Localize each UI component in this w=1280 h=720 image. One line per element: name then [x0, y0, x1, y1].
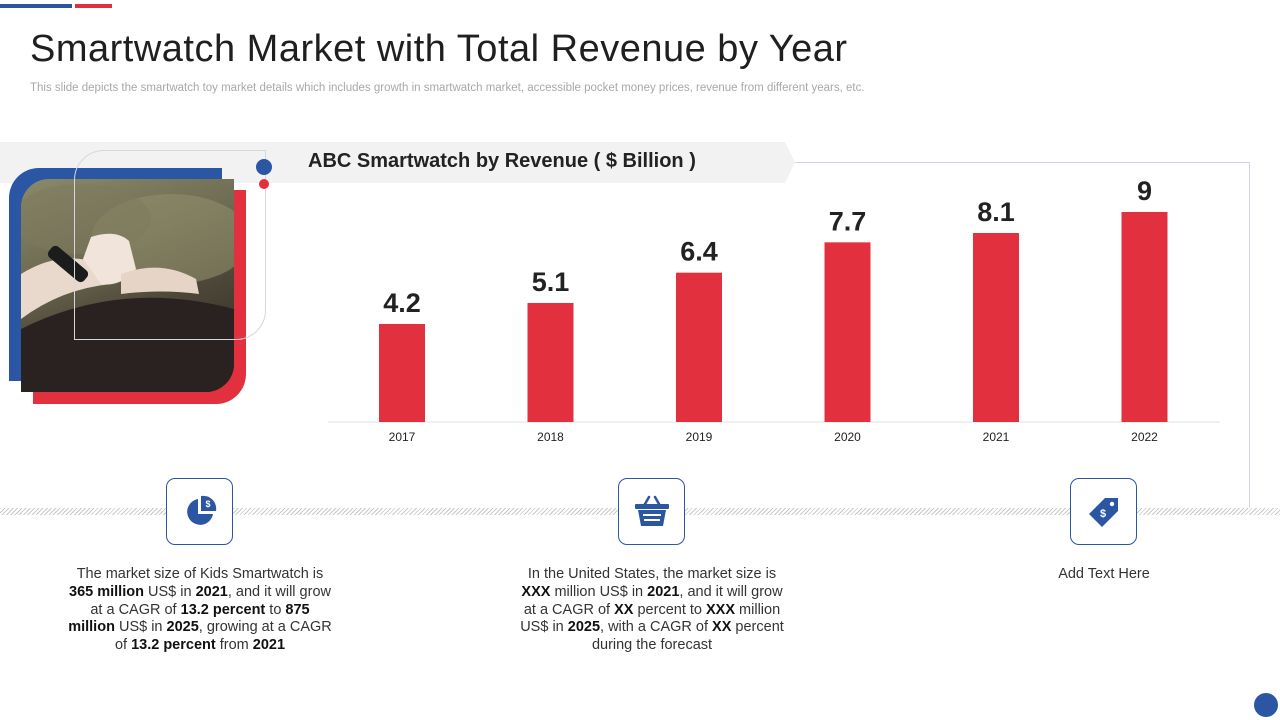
decor-dot-blue — [256, 159, 272, 175]
bar-value-label-2022: 9 — [1137, 176, 1152, 206]
info-icon-box-2 — [618, 478, 685, 545]
info-text-placeholder: Add Text Here — [1004, 566, 1204, 584]
x-tick-label-2021: 2021 — [983, 430, 1010, 444]
info-text-kids-market: The market size of Kids Smartwatch is 365… — [60, 566, 340, 655]
chart-frame — [791, 162, 1250, 513]
top-accent-blue — [0, 4, 72, 8]
bar-2022 — [1121, 212, 1168, 422]
top-accent-red — [75, 4, 112, 8]
svg-text:$: $ — [205, 499, 210, 509]
info-text-segment: to — [265, 601, 286, 618]
info-line: of 13.2 percent from 2021 — [60, 637, 340, 655]
pie-chart-dollar-icon: $ — [186, 495, 216, 525]
info-line: at a CAGR of 13.2 percent to 875 — [60, 602, 340, 620]
page-subtitle: This slide depicts the smartwatch toy ma… — [30, 82, 865, 94]
bar-value-label-2019: 6.4 — [680, 237, 718, 267]
info-text-segment: 13.2 percent — [180, 601, 266, 618]
decor-dot-red — [259, 179, 269, 189]
info-text-segment: US$ in — [520, 619, 568, 636]
image-outline-frame — [74, 150, 266, 340]
info-text-segment: XX — [614, 601, 634, 618]
info-text-segment: of — [114, 637, 132, 654]
info-text-segment: , growing at a CAGR — [198, 619, 332, 636]
info-text-segment: 365 million — [69, 583, 144, 600]
info-line: 365 million US$ in 2021, and it will gro… — [60, 584, 340, 602]
info-text-segment: Add Text Here — [1058, 566, 1150, 582]
info-text-segment: at a CAGR of — [90, 601, 181, 618]
x-tick-label-2020: 2020 — [834, 430, 861, 444]
info-icon-box-1: $ — [166, 478, 233, 545]
bar-value-label-2020: 7.7 — [829, 206, 867, 236]
info-line: US$ in 2025, with a CAGR of XX percent — [510, 619, 794, 637]
bar-2020 — [824, 242, 871, 422]
info-text-segment: 2025 — [567, 619, 601, 636]
info-text-segment: XXX — [706, 601, 736, 618]
bar-2018 — [527, 303, 574, 422]
info-text-segment: , with a CAGR of — [600, 619, 713, 636]
corner-dot — [1254, 693, 1278, 717]
bar-value-label-2017: 4.2 — [383, 288, 421, 318]
info-text-segment: percent — [731, 619, 784, 636]
x-tick-label-2022: 2022 — [1131, 430, 1158, 444]
shopping-basket-icon — [634, 495, 669, 526]
x-tick-label-2019: 2019 — [686, 430, 713, 444]
bar-2021 — [973, 233, 1019, 422]
smartwatch-photo — [21, 179, 234, 392]
revenue-bar-chart: 4.2 2017 5.1 2018 6.4 2019 7.7 2020 8.1 2021 9 2022 — [328, 176, 1220, 444]
info-text-segment: 2025 — [166, 619, 199, 636]
info-text-segment: during the forecast — [591, 637, 713, 654]
bar-2019 — [676, 272, 722, 422]
info-text-segment: million — [68, 619, 115, 636]
info-text-segment: , and it will grow — [679, 583, 783, 600]
info-line: million US$ in 2025, growing at a CAGR — [60, 619, 340, 637]
bar-value-label-2021: 8.1 — [977, 197, 1015, 227]
bar-2017 — [379, 324, 425, 422]
info-text-segment: percent to — [633, 601, 706, 618]
info-text-segment: In the United States, the market size is — [527, 566, 777, 582]
info-text-segment: 2021 — [647, 583, 680, 600]
info-text-segment: 2021 — [252, 637, 286, 654]
info-text-segment: from — [215, 637, 253, 654]
info-text-segment: million — [735, 601, 781, 618]
info-text-segment: million US$ in — [550, 583, 648, 600]
svg-text:$: $ — [1099, 508, 1105, 520]
page-title: Smartwatch Market with Total Revenue by … — [30, 28, 848, 70]
chart-title: ABC Smartwatch by Revenue ( $ Billion ) — [308, 150, 696, 172]
info-icon-box-3: $ — [1070, 478, 1137, 545]
info-text-segment: 13.2 percent — [131, 637, 216, 654]
x-tick-label-2017: 2017 — [389, 430, 416, 444]
info-text-segment: XXX — [521, 583, 551, 600]
x-tick-label-2018: 2018 — [537, 430, 564, 444]
info-line: The market size of Kids Smartwatch is — [60, 566, 340, 584]
price-tag-dollar-icon: $ — [1088, 497, 1118, 527]
info-text-segment: , and it will grow — [227, 583, 331, 600]
info-text-segment: at a CAGR of — [523, 601, 615, 618]
info-line: at a CAGR of XX percent to XXX million — [510, 602, 794, 620]
info-line: during the forecast — [510, 637, 794, 655]
info-text-segment: 875 — [285, 601, 310, 618]
info-text-segment: 2021 — [195, 583, 228, 600]
info-line: In the United States, the market size is — [510, 566, 794, 584]
info-text-segment: The market size of Kids Smartwatch is — [76, 566, 324, 582]
info-text-us-market: In the United States, the market size is… — [510, 566, 794, 655]
info-line: XXX million US$ in 2021, and it will gro… — [510, 584, 794, 602]
bar-value-label-2018: 5.1 — [532, 267, 570, 297]
info-line: Add Text Here — [1004, 566, 1204, 584]
info-text-segment: US$ in — [114, 619, 167, 636]
info-text-segment: XX — [712, 619, 732, 636]
info-text-segment: US$ in — [143, 583, 196, 600]
